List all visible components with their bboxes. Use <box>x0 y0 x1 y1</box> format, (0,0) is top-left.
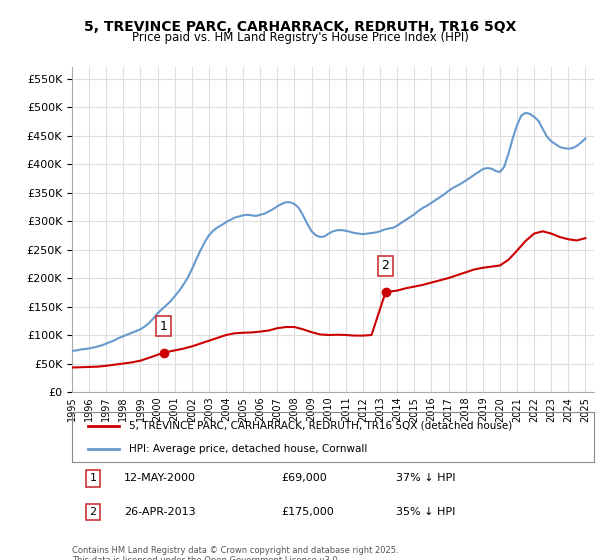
Text: 37% ↓ HPI: 37% ↓ HPI <box>395 473 455 483</box>
Text: 2: 2 <box>382 259 389 272</box>
Text: £69,000: £69,000 <box>281 473 326 483</box>
Text: 26-APR-2013: 26-APR-2013 <box>124 507 196 517</box>
Text: Contains HM Land Registry data © Crown copyright and database right 2025.
This d: Contains HM Land Registry data © Crown c… <box>72 546 398 560</box>
Text: 5, TREVINCE PARC, CARHARRACK, REDRUTH, TR16 5QX: 5, TREVINCE PARC, CARHARRACK, REDRUTH, T… <box>84 20 516 34</box>
Text: 12-MAY-2000: 12-MAY-2000 <box>124 473 196 483</box>
Text: 1: 1 <box>160 320 167 333</box>
Text: £175,000: £175,000 <box>281 507 334 517</box>
Text: 2: 2 <box>89 507 97 517</box>
Text: 35% ↓ HPI: 35% ↓ HPI <box>395 507 455 517</box>
Text: HPI: Average price, detached house, Cornwall: HPI: Average price, detached house, Corn… <box>130 445 368 454</box>
Text: Price paid vs. HM Land Registry's House Price Index (HPI): Price paid vs. HM Land Registry's House … <box>131 31 469 44</box>
Text: 5, TREVINCE PARC, CARHARRACK, REDRUTH, TR16 5QX (detached house): 5, TREVINCE PARC, CARHARRACK, REDRUTH, T… <box>130 421 512 431</box>
Text: 1: 1 <box>89 473 97 483</box>
